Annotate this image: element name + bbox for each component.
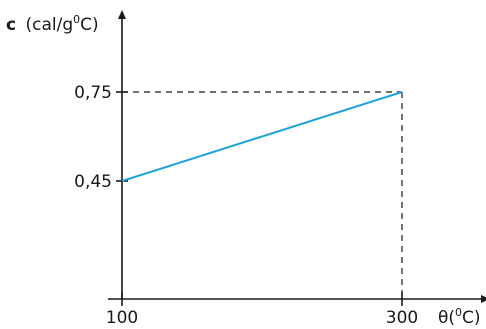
y-tick-label-045: 0,45 bbox=[74, 172, 112, 192]
y-axis-unit-sup: 0 bbox=[73, 13, 80, 26]
x-tick-label-300: 300 bbox=[386, 308, 418, 328]
y-axis-unit-suffix: C) bbox=[80, 15, 99, 35]
x-tick-label-100: 100 bbox=[106, 308, 138, 328]
x-axis-symbol: θ bbox=[438, 308, 448, 328]
y-tick-label-075: 0,75 bbox=[74, 83, 112, 103]
y-axis-title: c (cal/g0C) bbox=[6, 13, 99, 35]
x-axis-unit-suffix: C) bbox=[462, 308, 481, 328]
x-axis-unit-sup: 0 bbox=[455, 306, 462, 319]
y-axis-symbol: c bbox=[6, 15, 16, 35]
x-axis-title: θ(0C) bbox=[438, 306, 481, 328]
y-axis-unit-prefix: (cal/g bbox=[25, 15, 73, 35]
series-line bbox=[121, 91, 403, 182]
x-axis-unit-prefix: ( bbox=[448, 308, 455, 328]
